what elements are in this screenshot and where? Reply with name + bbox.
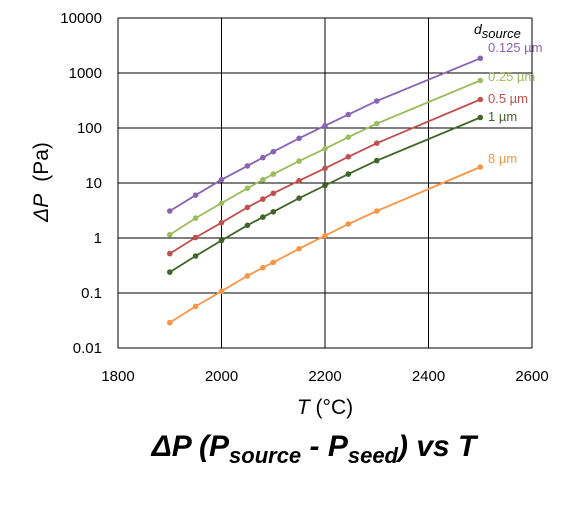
series-label: 0.25 µm: [488, 69, 535, 84]
data-point: [322, 145, 328, 152]
y-axis-title: ΔP (Pa): [30, 142, 53, 223]
caption-mid: - P: [301, 430, 349, 463]
data-point: [322, 122, 328, 129]
data-point: [218, 237, 225, 244]
data-point: [296, 158, 302, 164]
data-point: [296, 195, 302, 201]
data-point: [296, 177, 302, 184]
data-point: [260, 214, 266, 220]
data-point: [270, 148, 277, 155]
tick-labels: 1800 2000 2200 2400 2600 0.01 0.1 1 10 100 1000 100…: [60, 10, 548, 385]
caption-sub-seed: seed: [348, 443, 399, 468]
data-point: [192, 215, 199, 221]
data-point: [192, 234, 199, 241]
series-layer: [167, 55, 484, 326]
x-tick-label: 2200: [308, 368, 341, 385]
data-point: [167, 208, 173, 214]
x-axis-unit: (°C): [310, 396, 353, 419]
data-point: [322, 182, 328, 189]
data-point: [260, 154, 266, 161]
data-point: [270, 190, 277, 197]
data-point: [244, 222, 251, 229]
data-point: [218, 176, 225, 183]
y-tick-label: 1: [94, 230, 102, 247]
data-point: [192, 303, 199, 310]
series-labels: 0.125 µm 0.25 µm 0.5 µm 1 µm 8 µm: [488, 40, 542, 166]
caption-tail: ) vs T: [395, 430, 479, 463]
data-point: [345, 154, 352, 160]
series-1: [167, 77, 484, 238]
caption-main: ΔP (P: [151, 430, 230, 463]
data-point: [244, 273, 251, 279]
data-point: [167, 250, 173, 257]
data-point: [244, 163, 251, 169]
x-axis-title: T (°C): [297, 396, 353, 419]
x-tick-label: 2600: [515, 368, 548, 385]
data-point: [218, 288, 225, 295]
data-point: [345, 221, 352, 227]
data-point: [260, 196, 266, 202]
data-point: [374, 98, 380, 104]
data-point: [167, 319, 173, 326]
data-point: [477, 114, 484, 121]
data-point: [296, 245, 302, 252]
series-2: [167, 96, 484, 257]
data-point: [374, 140, 380, 146]
data-point: [167, 269, 173, 275]
data-point: [270, 209, 277, 215]
y-tick-label: 100: [77, 120, 102, 137]
data-point: [374, 120, 380, 127]
data-point: [192, 253, 199, 259]
data-point: [477, 55, 484, 62]
series-label: 0.125 µm: [488, 40, 542, 55]
series-3: [167, 114, 484, 275]
data-point: [322, 165, 328, 172]
data-point: [167, 231, 173, 238]
data-point: [260, 176, 266, 183]
data-point: [296, 135, 302, 142]
data-point: [477, 164, 484, 170]
caption-sub-source: source: [229, 443, 301, 468]
data-point: [374, 157, 380, 164]
y-tick-label: 1000: [69, 65, 102, 82]
legend-title-var: d: [474, 21, 483, 37]
y-axis-unit: (Pa): [30, 142, 53, 182]
series-label: 0.5 µm: [488, 91, 528, 106]
x-tick-label: 1800: [101, 368, 134, 385]
data-point: [345, 134, 352, 140]
y-tick-label: 0.1: [81, 285, 102, 302]
data-point: [477, 77, 484, 84]
data-point: [260, 264, 266, 271]
data-point: [374, 208, 380, 214]
data-point: [244, 204, 251, 211]
x-tick-label: 2400: [412, 368, 445, 385]
data-point: [270, 171, 277, 177]
y-axis-var: ΔP: [30, 194, 53, 223]
data-point: [192, 192, 199, 198]
data-point: [345, 171, 352, 177]
legend-title: dsource: [474, 21, 521, 41]
series-4: [167, 164, 484, 326]
series-0: [167, 55, 484, 214]
chart-caption: ΔP (Psource - Pseed) vs T: [151, 430, 479, 468]
x-axis-var: T: [297, 396, 312, 419]
x-tick-label: 2000: [205, 368, 238, 385]
data-point: [218, 219, 225, 226]
data-point: [322, 232, 328, 239]
data-point: [270, 259, 277, 266]
series-label: 8 µm: [488, 151, 517, 166]
data-point: [477, 96, 484, 103]
series-label: 1 µm: [488, 109, 517, 124]
legend-title-sub: source: [482, 26, 521, 41]
y-tick-label: 0.01: [73, 340, 102, 357]
data-point: [244, 185, 251, 192]
y-tick-label: 10: [85, 175, 102, 192]
y-tick-label: 10000: [60, 10, 102, 27]
data-point: [345, 111, 352, 118]
data-point: [218, 200, 225, 206]
